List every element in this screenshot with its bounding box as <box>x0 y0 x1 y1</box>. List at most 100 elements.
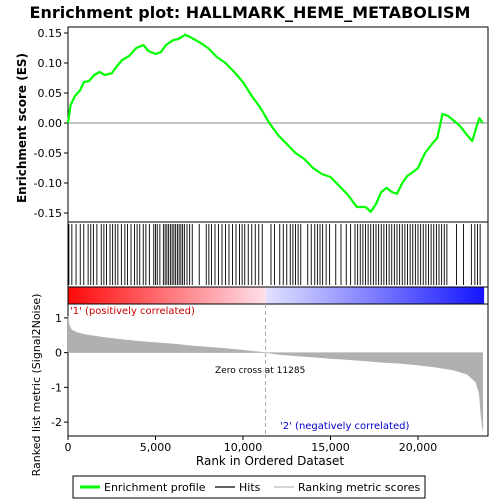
ramp-segment <box>170 287 174 304</box>
ramp-segment <box>479 287 483 304</box>
ramp-segment <box>401 287 405 304</box>
ramp-segment <box>236 287 240 304</box>
ramp-segment <box>266 287 270 304</box>
ramp-segment <box>137 287 141 304</box>
ramp-segment <box>374 287 378 304</box>
ramp-segment <box>404 287 408 304</box>
ramp-segment <box>377 287 381 304</box>
ramp-segment <box>392 287 396 304</box>
ramp-segment <box>176 287 180 304</box>
x-axis-label: Rank in Ordered Dataset <box>196 454 344 468</box>
es-axis-label: Enrichment score (ES) <box>15 53 29 203</box>
ramp-segment <box>185 287 189 304</box>
ramp-segment <box>230 287 234 304</box>
ramp-segment <box>446 287 450 304</box>
ramp-segment <box>131 287 135 304</box>
es-tick-label: 0.05 <box>38 87 63 100</box>
ramp-segment <box>122 287 126 304</box>
x-tick-label: 5,000 <box>140 441 172 454</box>
ramp-segment <box>389 287 393 304</box>
metric-tick-label: -1 <box>51 381 62 394</box>
es-tick-label: 0.10 <box>38 57 63 70</box>
ramp-segment <box>227 287 231 304</box>
ramp-segment <box>431 287 435 304</box>
ramp-segment <box>347 287 351 304</box>
ramp-segment <box>413 287 417 304</box>
ramp-segment <box>416 287 420 304</box>
ramp-segment <box>140 287 144 304</box>
ramp-segment <box>149 287 153 304</box>
ramp-segment <box>260 287 264 304</box>
ramp-segment <box>299 287 303 304</box>
metric-tick-label: -2 <box>51 416 62 429</box>
ramp-segment <box>335 287 339 304</box>
positive-correlation-label: '1' (positively correlated) <box>70 306 195 317</box>
ramp-segment <box>287 287 291 304</box>
ramp-segment <box>476 287 480 304</box>
rank-color-ramp <box>67 286 489 305</box>
ramp-segment <box>362 287 366 304</box>
ramp-segment <box>341 287 345 304</box>
ramp-segment <box>350 287 354 304</box>
ramp-segment <box>290 287 294 304</box>
ramp-segment <box>383 287 387 304</box>
ramp-segment <box>422 287 426 304</box>
ramp-segment <box>452 287 456 304</box>
ramp-segment <box>482 287 485 304</box>
ramp-segment <box>323 287 327 304</box>
ramp-segment <box>302 287 306 304</box>
ramp-segment <box>473 287 477 304</box>
ramp-segment <box>191 287 195 304</box>
zero-cross-label: Zero cross at 11285 <box>215 366 305 376</box>
ramp-segment <box>332 287 336 304</box>
ramp-segment <box>116 287 120 304</box>
ramp-segment <box>221 287 225 304</box>
legend: Enrichment profile Hits Ranking metric sco… <box>72 475 426 499</box>
ramp-segment <box>467 287 471 304</box>
ramp-segment <box>281 287 285 304</box>
metric-plot-frame <box>67 303 489 437</box>
es-panel: 0.15 0.10 0.05 0.00 -0.05 -0.10 -0.15 <box>34 26 489 223</box>
x-tick-label: 10,000 <box>224 441 263 454</box>
legend-label: Enrichment profile <box>104 481 206 494</box>
ramp-segment <box>425 287 429 304</box>
metric-panel: 10-1-20 5,000 10,000 15,000 20,000 <box>51 303 489 454</box>
ramp-segment <box>308 287 312 304</box>
negative-correlation-label: '2' (negatively correlated) <box>280 421 409 432</box>
metric-axis-label: Ranked list metric (Signal2Noise) <box>30 294 43 477</box>
ramp-segment <box>152 287 156 304</box>
es-tick-label: 0.00 <box>38 117 63 130</box>
ramp-segment <box>194 287 198 304</box>
ramp-segment <box>113 287 117 304</box>
ramp-segment <box>440 287 444 304</box>
es-tick-label: 0.15 <box>38 27 63 40</box>
ramp-segment <box>272 287 276 304</box>
ramp-segment <box>212 287 216 304</box>
ramp-segment <box>92 287 96 304</box>
ramp-segment <box>257 287 261 304</box>
ramp-segment <box>380 287 384 304</box>
ramp-segment <box>248 287 252 304</box>
ramp-segment <box>254 287 258 304</box>
ramp-segment <box>461 287 465 304</box>
ramp-segment <box>173 287 177 304</box>
ramp-segment <box>443 287 447 304</box>
ramp-segment <box>395 287 399 304</box>
ramp-segment <box>407 287 411 304</box>
ramp-segment <box>158 287 162 304</box>
ramp-segment <box>245 287 249 304</box>
ramp-segment <box>104 287 108 304</box>
ramp-segment <box>188 287 192 304</box>
ramp-segment <box>143 287 147 304</box>
ramp-segment <box>434 287 438 304</box>
enrichment-profile-line <box>66 33 484 213</box>
es-tick-label: -0.05 <box>34 147 62 160</box>
ramp-segment <box>464 287 468 304</box>
ramp-segment <box>419 287 423 304</box>
es-plot-frame <box>67 26 489 223</box>
ramp-segment <box>77 287 81 304</box>
ramp-segment <box>101 287 105 304</box>
ramp-segment <box>410 287 414 304</box>
ramp-segment <box>200 287 204 304</box>
